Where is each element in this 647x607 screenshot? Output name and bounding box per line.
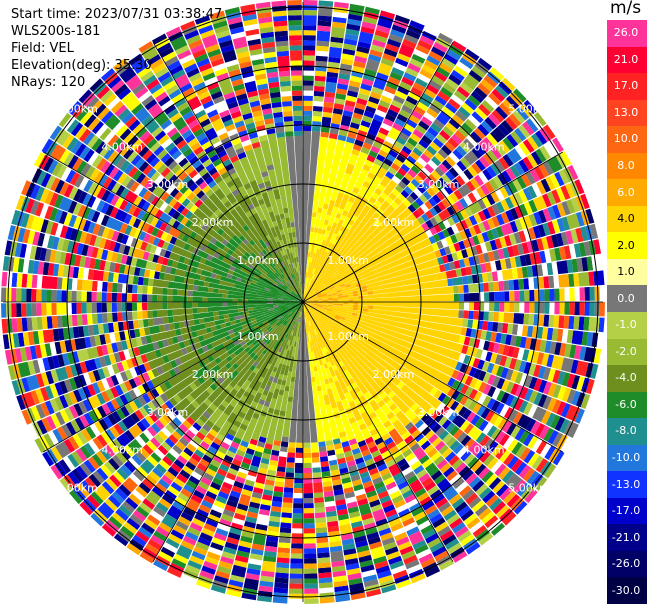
range-ring-labels: 1.00km 1.00km 1.00km 1.00km 2.00km 2.00km 2.00… [56,102,550,494]
colorbar-swatch [607,205,647,233]
range-ring-label: 2.00km [192,216,234,229]
colorbar-label: 0.0 [617,291,635,305]
range-ring-label: 5.00km [56,482,98,495]
elevation-angle: Elevation(deg): 35.30 [11,58,152,73]
range-ring-label: 1.00km [327,254,369,267]
colorbar-label: 2.0 [617,238,635,252]
colorbar-swatch [607,471,647,499]
colorbar-label: 13.0 [613,105,639,119]
velocity-gates [6,11,605,604]
colorbar-label: -8.0 [615,424,637,438]
azimuth-line [152,301,304,563]
colorbar-swatch [607,391,647,419]
colorbar-label: -30.0 [611,583,641,597]
range-ring-label: 5.00km [56,102,98,115]
range-ring-label: 5.00km [508,102,550,115]
azimuth-line [152,41,304,303]
azimuth-line [302,151,564,303]
start-time: Start time: 2023/07/31 03:38:47 [11,7,223,22]
colorbar-label: 8.0 [617,159,635,172]
colorbar-swatch [607,285,647,313]
azimuth-line [302,301,454,563]
colorbar-swatch [607,126,647,154]
velocity-colorbar: 26.0 21.0 17.0 13.0 10.0 8.0 6.0 4.0 2.0 1.0 0.0 -1… [607,20,647,605]
colorbar-label: 4.0 [617,212,635,226]
azimuth-line [302,41,454,303]
colorbar-label: 1.0 [617,265,635,279]
range-ring-label: 2.00km [373,216,415,229]
velocity-gates [17,15,605,594]
colorbar-label: -6.0 [615,397,637,411]
range-ring-label: 3.00km [147,178,189,191]
colorbar-label: 26.0 [613,26,639,40]
colorbar-label: -1.0 [615,318,637,332]
range-ring-label: 4.00km [101,140,143,153]
colorbar-swatch [607,444,647,472]
range-ring-label: 1.00km [327,330,369,343]
colorbar-label: -4.0 [615,371,637,385]
colorbar-label: 6.0 [617,185,635,199]
range-ring-label: 3.00km [147,406,189,419]
colorbar-swatch [607,365,647,393]
azimuth-line [302,301,564,453]
instrument-name: WLS200s-181 [11,24,101,39]
field-name: Field: VEL [11,41,74,56]
colorbar-swatch [607,338,647,366]
colorbar-swatch [607,152,647,180]
colorbar-label: -26.0 [611,557,641,571]
colorbar-label: -10.0 [611,451,641,464]
velocity-gates [2,0,599,603]
colorbar-label: -17.0 [611,504,641,518]
colorbar-label: -13.0 [611,477,641,491]
ray-count: NRays: 120 [11,75,86,90]
colorbar-swatch [607,20,647,48]
range-ring-label: 2.00km [192,368,234,381]
colorbar-swatch [607,258,647,286]
colorbar-label: -21.0 [611,530,641,544]
velocity-gates [7,6,591,599]
colorbar-swatch [607,550,647,578]
range-ring-label: 3.00km [418,178,460,191]
colorbar-swatch [607,46,647,74]
colorbar-swatch [607,312,647,340]
colorbar-label: -2.0 [615,344,637,358]
colorbar-label: 10.0 [613,132,639,146]
scan-info: Start time: 2023/07/31 03:38:47 WLS200s-… [11,6,222,91]
range-ring-label: 1.00km [237,330,279,343]
colorbar-swatch [607,418,647,446]
azimuth-line [42,151,304,303]
range-ring-label: 4.00km [463,140,505,153]
colorbar-swatch [607,232,647,260]
azimuth-lines [3,2,603,602]
azimuth-line [42,301,304,453]
colorbar-label: 17.0 [613,79,639,93]
colorbar-swatch [607,524,647,552]
range-ring-label: 2.00km [373,368,415,381]
range-ring-label: 5.00km [508,482,550,495]
velocity-gates [15,6,580,599]
colorbar-swatch [607,497,647,525]
range-ring-label: 1.00km [237,254,279,267]
colorbar-swatch [607,99,647,127]
range-ring-label: 4.00km [463,444,505,457]
colorbar-swatch [607,179,647,207]
velocity-gates [1,0,585,594]
range-ring-label: 3.00km [418,406,460,419]
velocity-gates [1,3,595,598]
colorbar-swatch [607,577,647,605]
velocity-gates [11,5,605,588]
colorbar-unit: m/s [610,0,642,18]
colorbar-swatch [607,73,647,101]
range-ring-label: 4.00km [101,444,143,457]
colorbar-label: 21.0 [613,52,639,66]
